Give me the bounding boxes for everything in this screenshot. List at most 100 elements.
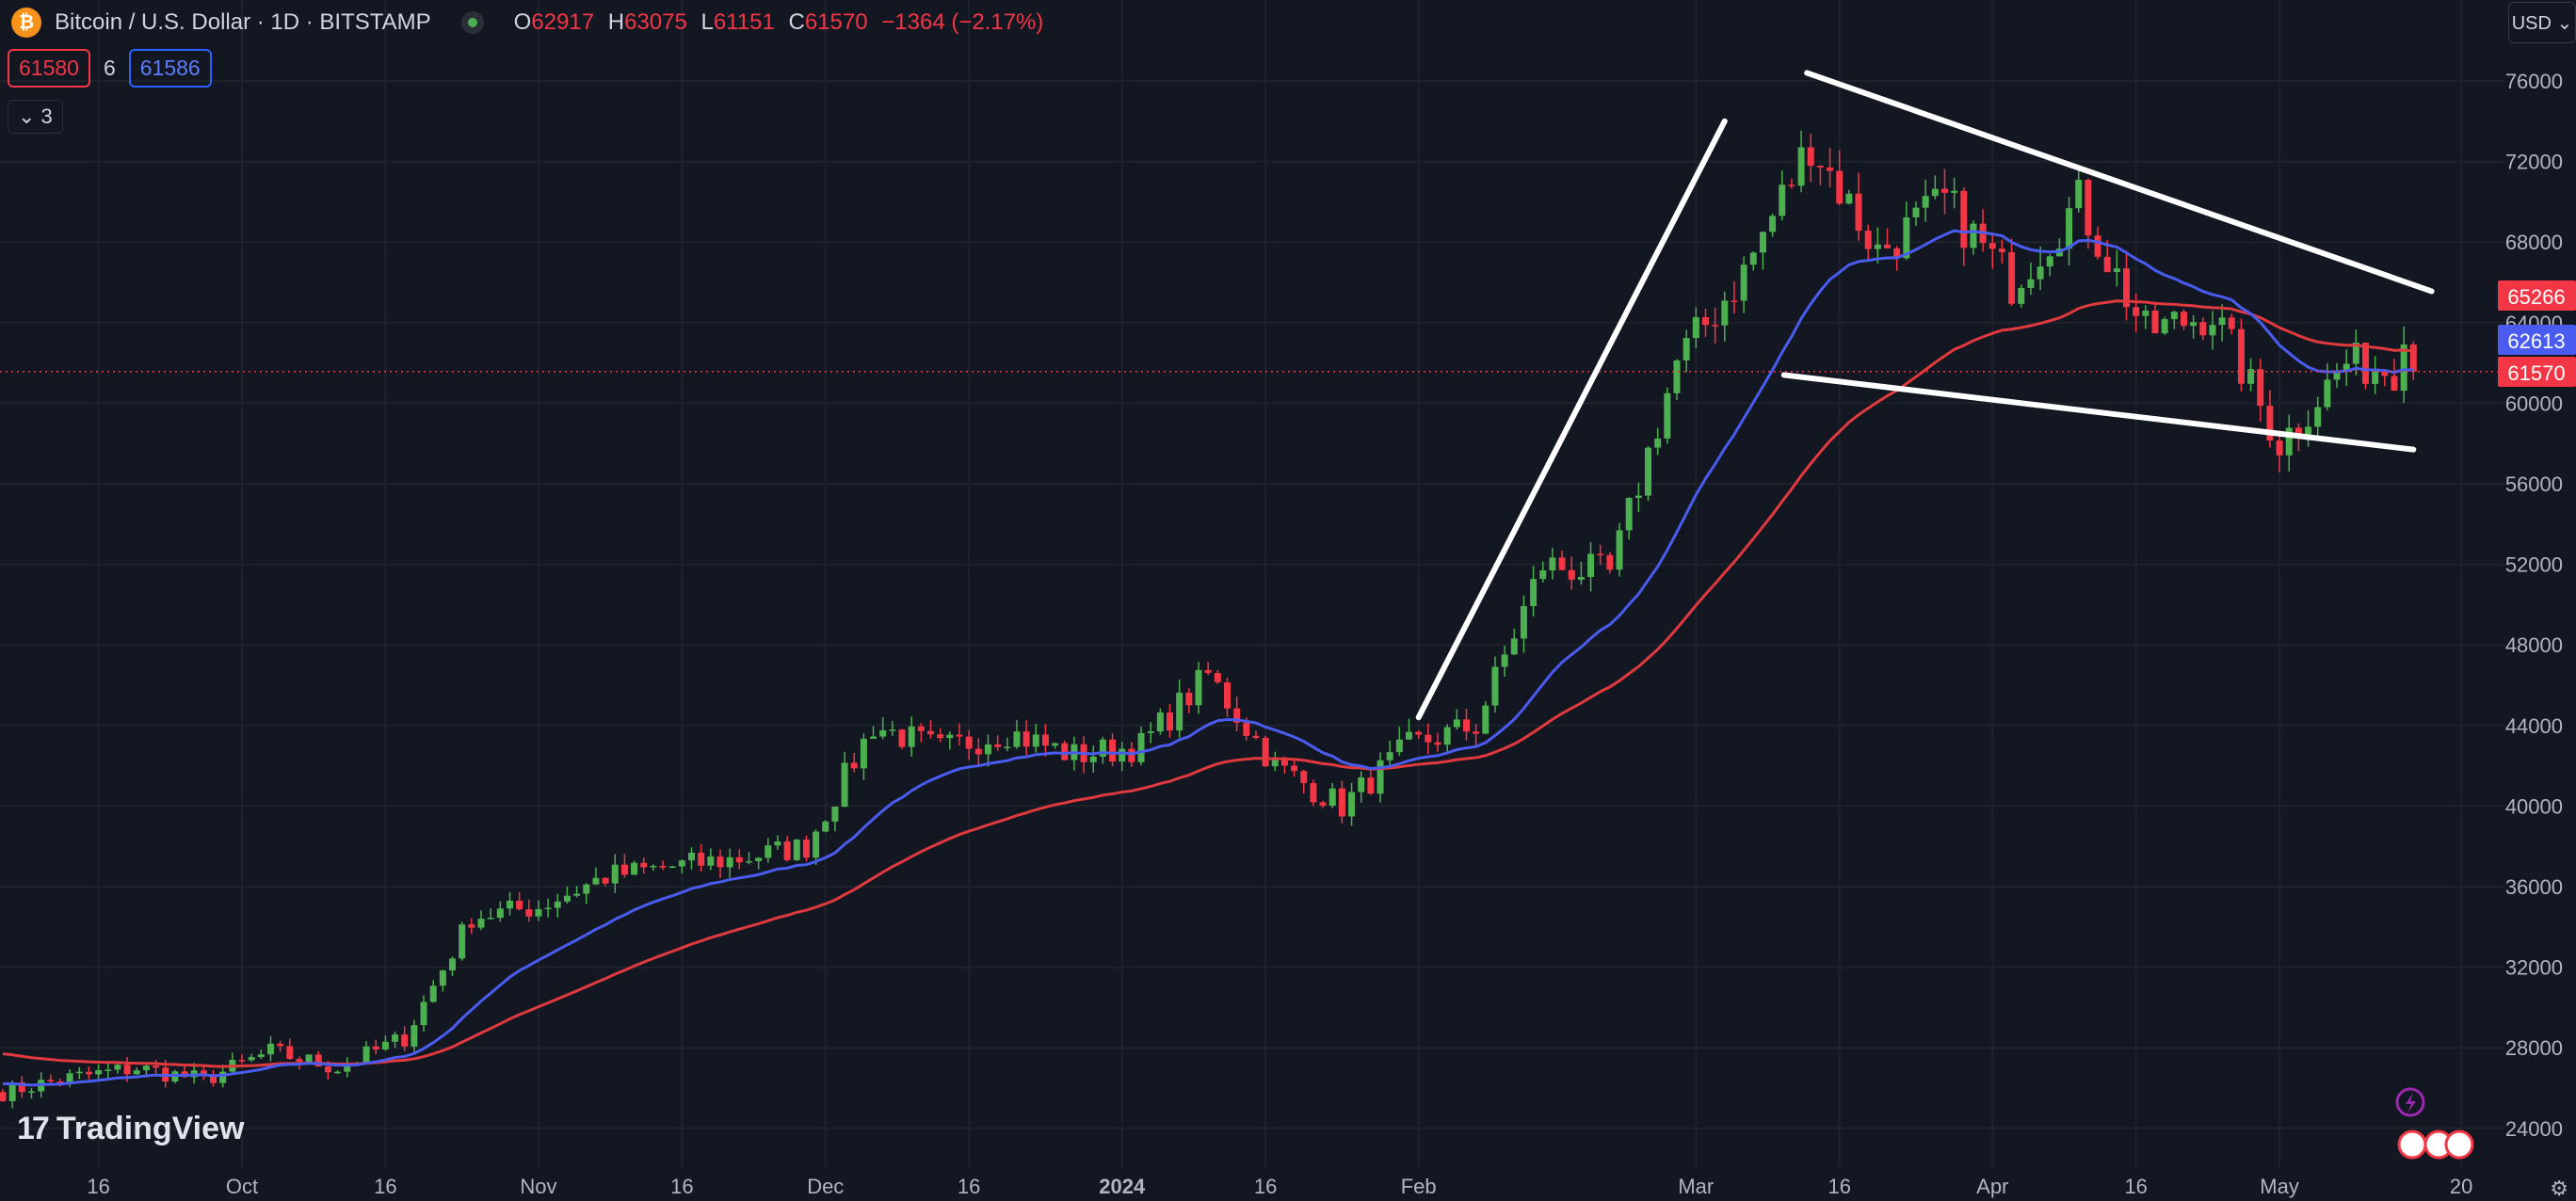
high-label: H bbox=[607, 9, 625, 35]
candle-body bbox=[611, 864, 619, 884]
candle-body bbox=[1951, 190, 1958, 193]
candle-body bbox=[1922, 196, 1929, 208]
candle-body bbox=[1960, 190, 1968, 248]
candle-body bbox=[2018, 287, 2025, 304]
ma-fast-value[interactable]: 61586 bbox=[128, 49, 212, 88]
candle-body bbox=[449, 958, 457, 971]
candle-body bbox=[477, 919, 485, 928]
candle-body bbox=[200, 1070, 207, 1075]
candle-body bbox=[1089, 756, 1097, 762]
low-value: 61151 bbox=[713, 9, 775, 35]
candle-body bbox=[1568, 569, 1575, 580]
candle-body bbox=[802, 839, 810, 858]
candle-body bbox=[822, 821, 829, 832]
close-value: 61570 bbox=[804, 9, 868, 35]
candle-body bbox=[2066, 208, 2073, 249]
symbol-title[interactable]: Bitcoin / U.S. Dollar · 1D · BITSTAMP bbox=[55, 9, 431, 35]
candle-body bbox=[2046, 256, 2053, 267]
x-tick-label: 16 bbox=[374, 1175, 396, 1198]
candle-body bbox=[1749, 252, 1757, 265]
x-tick-label: 16 bbox=[87, 1175, 109, 1198]
candle-body bbox=[2151, 311, 2159, 334]
candle-body bbox=[2247, 369, 2255, 384]
candle-body bbox=[2113, 268, 2120, 273]
candle-body bbox=[1204, 669, 1212, 674]
candle-body bbox=[1032, 734, 1039, 747]
open-value: 62917 bbox=[531, 9, 595, 35]
x-tick-label: May bbox=[2260, 1175, 2299, 1198]
candle-body bbox=[516, 900, 523, 910]
candle-body bbox=[411, 1025, 418, 1047]
candle-body bbox=[1491, 666, 1499, 706]
candle-body bbox=[1654, 438, 1662, 448]
candle-body bbox=[1836, 170, 1843, 204]
candle-body bbox=[1845, 193, 1853, 204]
candle-body bbox=[573, 893, 581, 896]
y-tick-label: 72000 bbox=[2505, 151, 2563, 174]
candle-body bbox=[2257, 369, 2264, 407]
collapse-indicators-button[interactable]: ⌄ 3 bbox=[8, 100, 63, 134]
candle-body bbox=[2037, 266, 2044, 280]
candle-body bbox=[314, 1054, 322, 1067]
candle-body bbox=[1701, 316, 1709, 326]
candle-body bbox=[698, 852, 705, 866]
candle-body bbox=[2094, 235, 2101, 257]
candle-body bbox=[1673, 360, 1681, 393]
market-status-icon[interactable] bbox=[460, 11, 484, 34]
candle-body bbox=[937, 734, 944, 739]
candle-body bbox=[1587, 553, 1595, 578]
candle-body bbox=[1759, 232, 1766, 253]
candle-body bbox=[2123, 268, 2131, 308]
candle-body bbox=[2362, 343, 2370, 384]
candle-body bbox=[133, 1070, 140, 1075]
ma-slow-value[interactable]: 61580 bbox=[8, 49, 90, 88]
candle-body bbox=[1109, 739, 1117, 762]
candle-body bbox=[1185, 692, 1193, 706]
candle-body bbox=[1156, 712, 1164, 732]
change-value: −1364 (−2.17%) bbox=[881, 9, 1044, 35]
candle-body bbox=[496, 908, 504, 919]
tradingview-logo[interactable]: 17 TradingView bbox=[17, 1111, 244, 1147]
candle-body bbox=[1004, 746, 1011, 749]
settings-icon[interactable]: ⚙ bbox=[2550, 1177, 2568, 1200]
candle-body bbox=[927, 730, 935, 735]
candle-body bbox=[831, 806, 839, 822]
candle-body bbox=[1443, 727, 1451, 745]
candle-body bbox=[1358, 777, 1365, 793]
candle-body bbox=[2075, 180, 2083, 209]
candle-body bbox=[27, 1091, 35, 1094]
candle-body bbox=[813, 831, 820, 858]
candle-body bbox=[362, 1046, 370, 1064]
candle-body bbox=[1348, 792, 1356, 817]
candle-body bbox=[898, 729, 906, 747]
candle-body bbox=[1816, 166, 1824, 168]
candle-body bbox=[1310, 782, 1317, 803]
candle-body bbox=[1682, 338, 1690, 360]
candle-body bbox=[755, 857, 763, 861]
candle-body bbox=[429, 985, 437, 1002]
x-tick-label: Oct bbox=[226, 1175, 258, 1198]
candle-body bbox=[2142, 311, 2149, 316]
y-tick-label: 60000 bbox=[2505, 392, 2563, 415]
candle-body bbox=[1052, 743, 1059, 746]
price-label-ma_fast bbox=[2498, 325, 2576, 355]
candle-body bbox=[889, 729, 896, 731]
candle-body bbox=[688, 852, 696, 861]
candle-body bbox=[1415, 731, 1423, 735]
candle-body bbox=[850, 762, 858, 769]
candle-body bbox=[2133, 307, 2140, 316]
candle-body bbox=[1827, 167, 1834, 171]
candle-body bbox=[1195, 669, 1202, 706]
candle-body bbox=[1022, 731, 1030, 747]
candle-body bbox=[2276, 440, 2283, 456]
tradingview-logo-icon: 17 bbox=[17, 1111, 50, 1146]
candle-body bbox=[2352, 343, 2359, 364]
candle-body bbox=[774, 841, 781, 846]
candle-body bbox=[439, 970, 446, 986]
x-tick-label: 16 bbox=[1827, 1175, 1850, 1198]
currency-selector[interactable]: USD ⌄ bbox=[2508, 2, 2576, 43]
candle-body bbox=[765, 845, 772, 858]
x-tick-label: 16 bbox=[958, 1175, 980, 1198]
candle-body bbox=[1510, 638, 1518, 655]
